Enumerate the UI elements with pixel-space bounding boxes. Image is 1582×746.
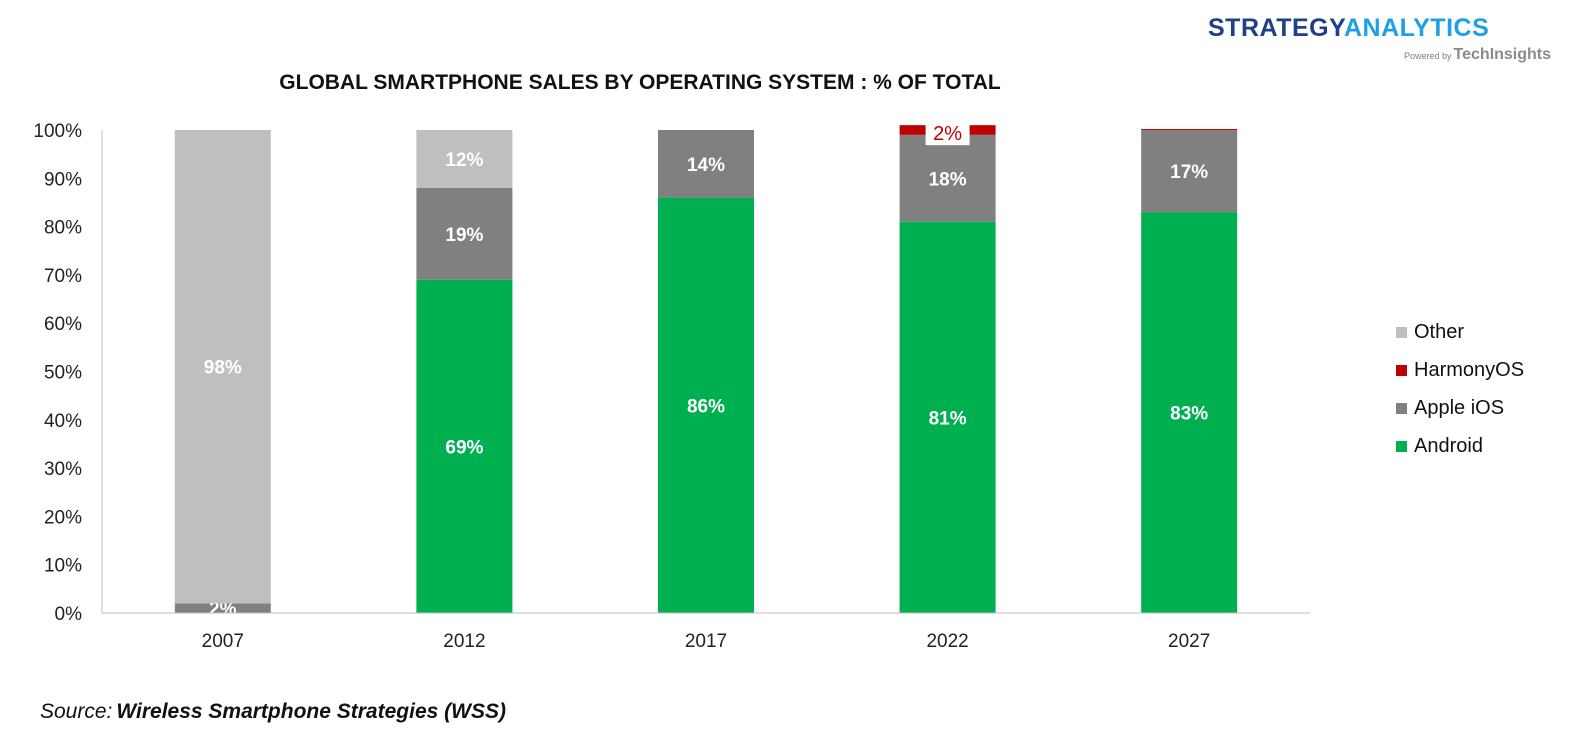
- x-tick-label: 2027: [1168, 631, 1210, 652]
- legend-swatch: [1396, 365, 1407, 376]
- bar-segment-harmonyos: [1141, 129, 1238, 130]
- legend-label: Apple iOS: [1414, 397, 1504, 419]
- x-tick-label: 2022: [926, 631, 968, 652]
- source-name: Wireless Smartphone Strategies (WSS): [116, 700, 506, 723]
- data-label: 18%: [929, 169, 967, 190]
- logo-powered-by: Powered by TechInsights: [1404, 46, 1551, 64]
- legend-swatch: [1396, 441, 1407, 452]
- data-label: 81%: [929, 408, 967, 429]
- bar-segment-android: [416, 279, 513, 613]
- x-tick-label: 2007: [202, 631, 244, 652]
- bar-segment-android: [658, 197, 754, 613]
- x-axis: 2007 2012 2017 2022 2027: [102, 612, 1310, 652]
- logo-powered-text: Powered by: [1404, 51, 1452, 61]
- y-tick-label: 20%: [44, 507, 82, 528]
- y-tick-label: 60%: [44, 314, 82, 335]
- bar-segment-other: [174, 130, 271, 604]
- y-tick-label: 100%: [33, 121, 82, 142]
- data-label: 14%: [687, 155, 725, 176]
- bar-segment-apple-ios: [174, 603, 271, 613]
- data-label-background: [925, 123, 970, 146]
- data-label: 2%: [209, 599, 237, 620]
- y-tick-label: 0%: [55, 604, 83, 625]
- chart-title: GLOBAL SMARTPHONE SALES BY OPERATING SYS…: [279, 71, 1001, 94]
- data-label: 98%: [204, 358, 242, 379]
- legend-label: Android: [1414, 435, 1483, 457]
- bar-segment-apple-ios: [899, 134, 996, 222]
- y-tick-label: 50%: [44, 363, 82, 384]
- bar-segment-android: [899, 221, 996, 613]
- data-label: 69%: [445, 437, 483, 458]
- bar-segment-other: [416, 130, 513, 188]
- legend-swatch: [1396, 327, 1407, 338]
- bar-segment-apple-ios: [1141, 130, 1238, 213]
- data-label: 86%: [687, 396, 725, 417]
- y-tick-label: 30%: [44, 459, 82, 480]
- x-tick-label: 2017: [685, 631, 727, 652]
- bar-segment-apple-ios: [416, 187, 513, 280]
- bar-segment-apple-ios: [658, 130, 754, 198]
- legend-label: Other: [1414, 321, 1464, 343]
- bar-segment-android: [1141, 212, 1238, 614]
- logo-brand-text: TechInsights: [1453, 46, 1552, 63]
- logo-text-analytics: ANALYTICS: [1343, 14, 1490, 42]
- data-label: 12%: [445, 150, 483, 171]
- legend-label: HarmonyOS: [1414, 359, 1524, 381]
- y-tick-label: 10%: [44, 556, 82, 577]
- legend-swatch: [1396, 403, 1407, 414]
- bars-group: 2% 98% 69% 19% 12% 86% 14% 81% 18% 2% 83% 17%: [174, 123, 1238, 620]
- x-tick-label: 2012: [443, 631, 485, 652]
- data-label: 2%: [933, 123, 962, 145]
- source-prefix: Source:: [40, 700, 113, 723]
- legend: Other HarmonyOS Apple iOS Android: [1396, 321, 1524, 457]
- data-label: 83%: [1170, 404, 1208, 425]
- source-note: Source: Wireless Smartphone Strategies (W…: [40, 700, 506, 724]
- data-label: 19%: [445, 225, 483, 246]
- logo-text-strategy: STRATEGY: [1208, 14, 1344, 42]
- y-tick-label: 40%: [44, 411, 82, 432]
- data-label: 17%: [1170, 162, 1208, 183]
- y-tick-label: 90%: [44, 169, 82, 190]
- y-tick-label: 70%: [44, 266, 82, 287]
- y-axis: 0% 10% 20% 30% 40% 50% 60% 70% 80% 90% 100%: [33, 121, 103, 625]
- y-tick-label: 80%: [44, 218, 82, 239]
- brand-logo: STRATEGYANALYTICS: [1208, 14, 1489, 43]
